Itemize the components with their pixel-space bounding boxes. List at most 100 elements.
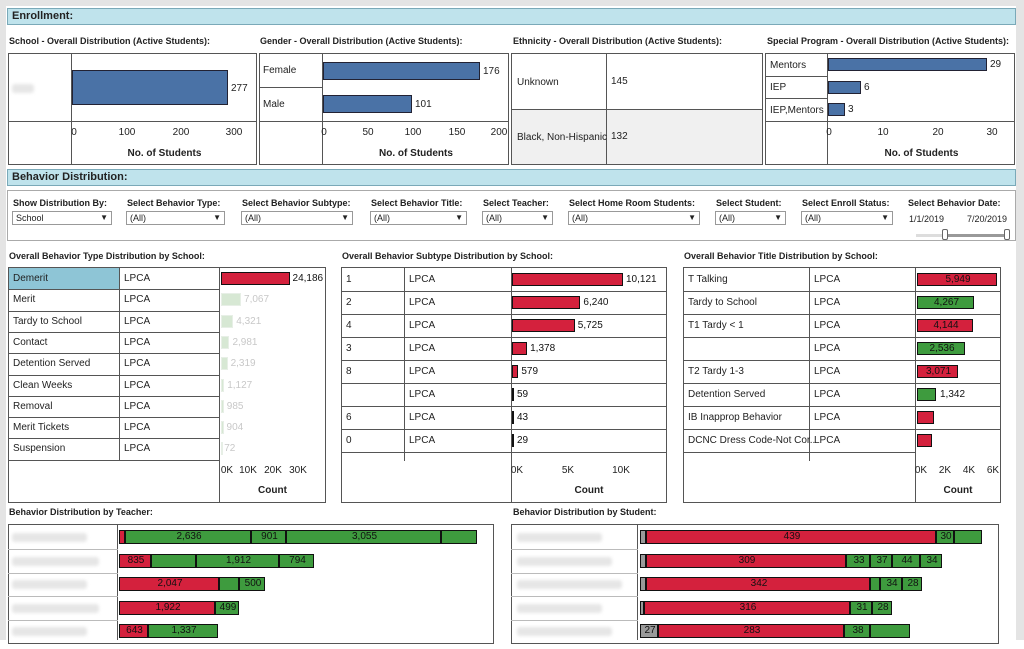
behavior-subtype-select[interactable]: (All) ▼ <box>241 211 353 225</box>
title-bar[interactable] <box>917 273 997 286</box>
teacher-name[interactable]: Christiansen, Jennifer <box>12 580 87 589</box>
subtype-label[interactable]: 1 <box>346 274 352 285</box>
type-bar[interactable] <box>221 442 223 456</box>
type-bar[interactable] <box>221 314 234 328</box>
type-bar[interactable] <box>221 335 230 349</box>
subtype-bar[interactable] <box>512 296 581 309</box>
student-bar-segment[interactable] <box>640 577 646 591</box>
title-label[interactable]: Detention Served <box>688 389 766 400</box>
type-label[interactable]: Clean Weeks <box>13 379 73 391</box>
teacher-bar-segment[interactable]: 499 <box>215 600 239 615</box>
title-bar[interactable] <box>917 434 932 447</box>
subtype-label[interactable]: 3 <box>346 343 352 354</box>
student-name[interactable]: Lockett, Ashley <box>517 603 602 613</box>
subtype-label[interactable]: 2 <box>346 297 352 308</box>
teacher-bar-segment[interactable]: 1,912 <box>196 553 279 568</box>
teacher-bar-segment[interactable] <box>219 577 239 591</box>
date-slider-start-handle[interactable] <box>942 229 948 240</box>
student-name[interactable]: Coffee, Ariel Fatee <box>517 533 602 542</box>
student-bar-segment[interactable]: 34 <box>880 577 902 591</box>
student-bar-segment[interactable]: 34 <box>920 553 942 568</box>
student-name[interactable]: Robinson, Zaria Shauntal <box>517 556 612 566</box>
title-label[interactable]: IB Inapprop Behavior <box>688 412 782 423</box>
behavior-type-select[interactable]: (All) ▼ <box>126 211 225 225</box>
distribution-select[interactable]: School ▼ <box>12 211 112 225</box>
gender-bar-male[interactable] <box>323 95 412 113</box>
teacher-name[interactable]: Dennis, La Norna <box>12 533 87 542</box>
teacher-bar-segment[interactable]: 2,636 <box>125 530 251 544</box>
home-room-select[interactable]: (All) ▼ <box>568 211 700 225</box>
student-bar-segment[interactable] <box>954 530 982 544</box>
enroll-status-select[interactable]: (All) ▼ <box>801 211 893 225</box>
student-bar-segment[interactable]: 439 <box>646 530 936 544</box>
teacher-name[interactable]: Whitehurst, Katherine <box>12 603 99 613</box>
student-bar-segment[interactable] <box>640 600 644 615</box>
subtype-label[interactable]: 8 <box>346 366 352 377</box>
title-label[interactable]: T1 Tardy < 1 <box>688 320 744 331</box>
student-bar-segment[interactable]: 316 <box>644 600 850 615</box>
student-name[interactable]: Henderson, Justin <box>517 580 622 589</box>
subtype-bar[interactable] <box>512 434 514 447</box>
student-bar-segment[interactable]: 283 <box>658 624 844 638</box>
subtype-bar[interactable] <box>512 273 623 286</box>
title-bar[interactable] <box>917 319 973 332</box>
school-bar[interactable] <box>72 70 228 105</box>
teacher-bar-segment[interactable]: 643 <box>119 624 148 638</box>
type-label[interactable]: Tardy to School <box>13 315 82 327</box>
student-bar-segment[interactable] <box>870 624 910 638</box>
student-bar-segment[interactable]: 31 <box>850 600 872 615</box>
teacher-bar-segment[interactable]: 1,337 <box>148 624 218 638</box>
student-bar-segment[interactable] <box>870 577 880 591</box>
student-bar-segment[interactable]: 28 <box>902 577 922 591</box>
student-bar-segment[interactable]: 38 <box>844 624 870 638</box>
subtype-bar[interactable] <box>512 411 514 424</box>
student-bar-segment[interactable]: 37 <box>870 553 892 568</box>
type-bar[interactable] <box>221 272 290 285</box>
subtype-bar[interactable] <box>512 365 519 378</box>
teacher-bar-segment[interactable] <box>151 553 196 568</box>
type-label[interactable]: Merit <box>13 294 36 306</box>
teacher-bar-segment[interactable]: 835 <box>119 553 151 568</box>
teacher-bar-segment[interactable]: 901 <box>251 530 286 544</box>
teacher-bar-segment[interactable]: 1,922 <box>119 600 215 615</box>
subtype-label[interactable]: 4 <box>346 320 352 331</box>
teacher-bar-segment[interactable]: 3,055 <box>286 530 441 544</box>
teacher-bar-segment[interactable]: 500 <box>239 577 265 591</box>
student-bar-segment[interactable]: 27 <box>640 624 658 638</box>
behavior-title-select[interactable]: (All) ▼ <box>370 211 467 225</box>
student-bar-segment[interactable] <box>640 553 646 568</box>
title-bar[interactable] <box>917 342 965 355</box>
teacher-name[interactable]: Navarro, Richard <box>12 556 99 566</box>
teacher-bar-segment[interactable]: 2,047 <box>119 577 219 591</box>
teacher-bar-segment[interactable] <box>119 530 125 544</box>
type-bar[interactable] <box>221 421 224 435</box>
title-bar[interactable] <box>917 388 936 401</box>
type-bar[interactable] <box>221 293 242 307</box>
date-slider-end-handle[interactable] <box>1004 229 1010 240</box>
title-label[interactable]: Tardy to School <box>688 297 757 308</box>
subtype-bar[interactable] <box>512 342 528 355</box>
teacher-bar-segment[interactable] <box>441 530 477 544</box>
type-label[interactable]: Merit Tickets <box>13 422 70 434</box>
type-label[interactable]: Demerit <box>13 273 49 284</box>
type-label[interactable]: Detention Served <box>13 358 91 370</box>
title-label[interactable]: T Talking <box>688 274 728 285</box>
subtype-label[interactable]: 6 <box>346 412 352 423</box>
type-bar[interactable] <box>221 378 225 392</box>
teacher-bar-segment[interactable]: 794 <box>279 553 314 568</box>
student-bar-segment[interactable]: 30 <box>936 530 954 544</box>
student-select[interactable]: (All) ▼ <box>715 211 786 225</box>
student-bar-segment[interactable]: 28 <box>872 600 892 615</box>
title-bar[interactable] <box>917 411 934 424</box>
type-label[interactable]: Contact <box>13 336 48 348</box>
type-bar[interactable] <box>221 357 228 371</box>
student-bar-segment[interactable]: 309 <box>646 553 846 568</box>
subtype-bar[interactable] <box>512 388 514 401</box>
title-label[interactable]: DCNC Dress Code-Not Cor.. <box>688 435 816 446</box>
student-name[interactable]: Brown, William <box>517 627 612 636</box>
student-bar-segment[interactable]: 44 <box>892 553 920 568</box>
student-bar-segment[interactable]: 33 <box>846 553 870 568</box>
title-label[interactable]: T2 Tardy 1-3 <box>688 366 744 377</box>
program-bar[interactable] <box>828 103 845 116</box>
teacher-select[interactable]: (All) ▼ <box>482 211 553 225</box>
